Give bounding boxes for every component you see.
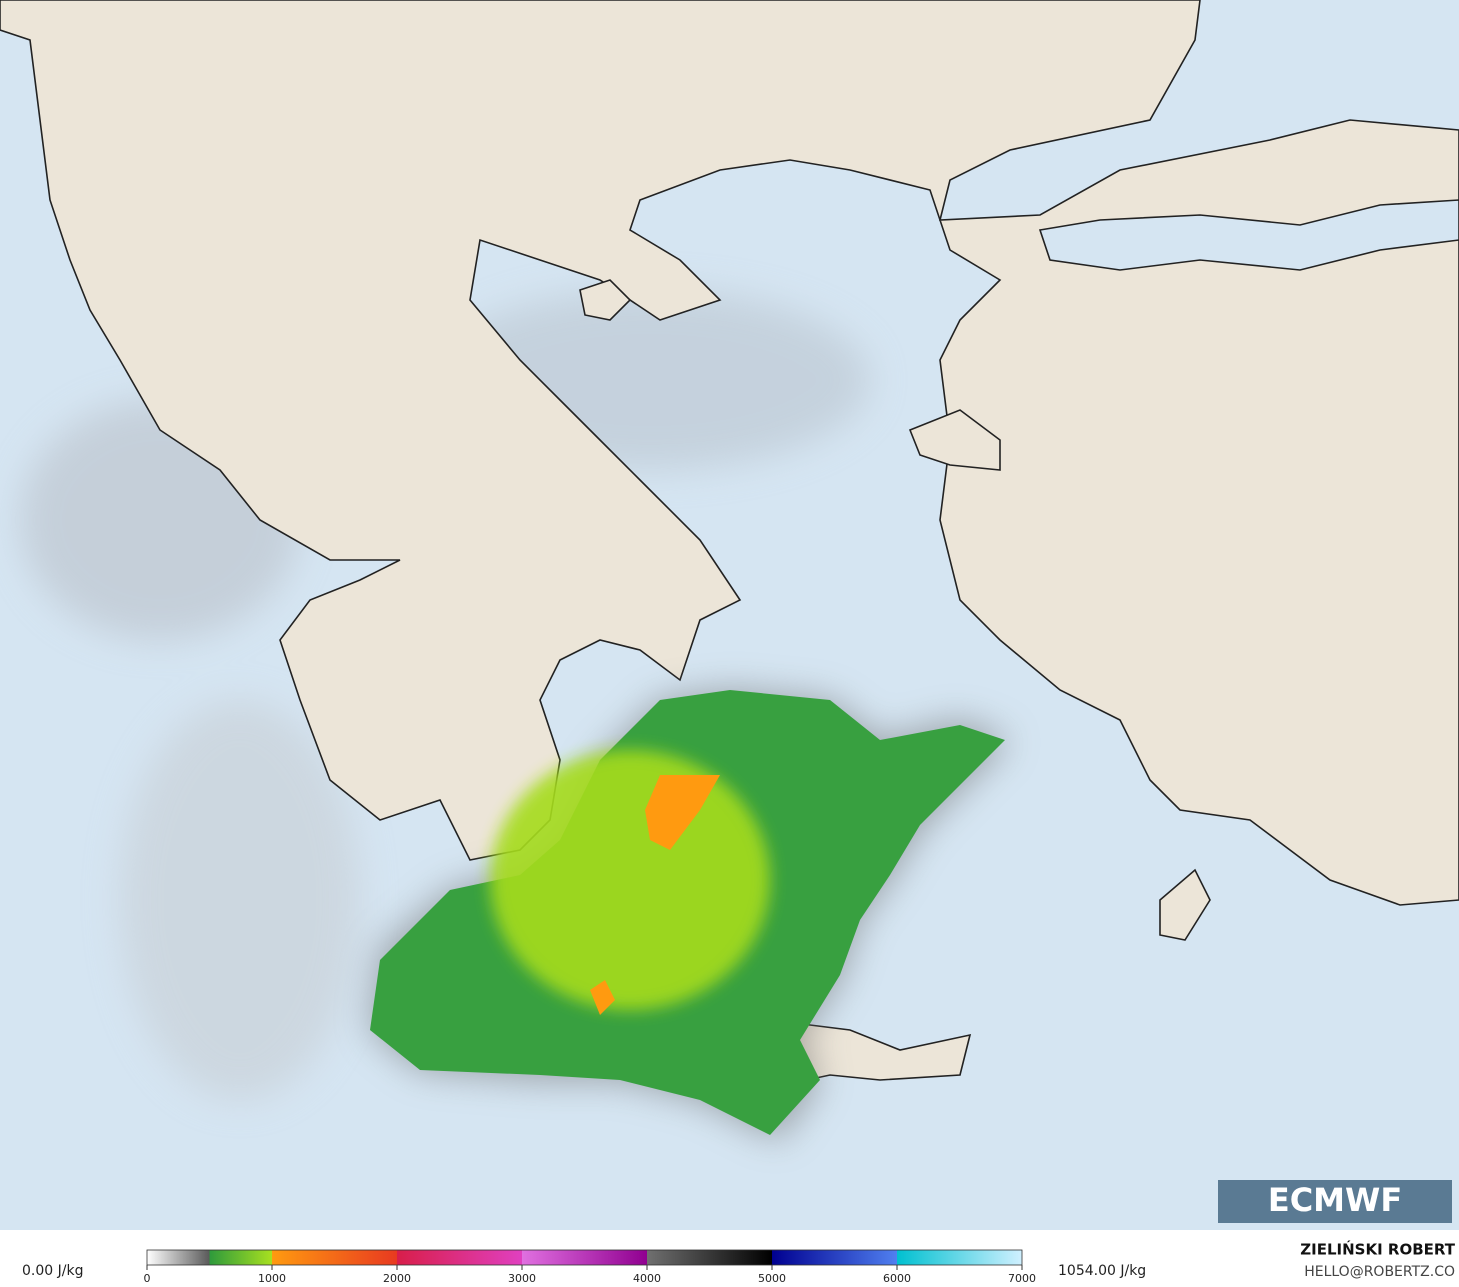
colorbar xyxy=(146,1249,1023,1266)
min-label: 0.00 J/kg xyxy=(22,1263,83,1279)
max-label: 1054.00 J/kg xyxy=(1058,1263,1146,1279)
tick-label: 2000 xyxy=(383,1272,411,1285)
cape-field xyxy=(370,690,1010,1140)
tick-label: 7000 xyxy=(1008,1272,1036,1285)
tick-label: 4000 xyxy=(633,1272,661,1285)
author-name: ZIELIŃSKI ROBERT xyxy=(1300,1240,1455,1259)
logo-text: ECMWF xyxy=(1268,1181,1402,1219)
map: ECMWF xyxy=(0,0,1459,1230)
author-email: HELLO@ROBERTZ.CO xyxy=(1304,1264,1455,1280)
tick-label: 5000 xyxy=(758,1272,786,1285)
tick-label: 6000 xyxy=(883,1272,911,1285)
legend: 0.00 J/kg 1054.00 J/kg 0 1000 2000 3000 4000… xyxy=(22,1249,1146,1285)
tick-label: 0 xyxy=(144,1272,151,1285)
thasos xyxy=(579,279,632,321)
marmara xyxy=(1038,199,1459,271)
tick-label: 1000 xyxy=(258,1272,286,1285)
tick-label: 3000 xyxy=(508,1272,536,1285)
lesbos xyxy=(908,409,1001,471)
rhodes xyxy=(1159,868,1211,941)
logo: ECMWF xyxy=(1218,1180,1452,1223)
